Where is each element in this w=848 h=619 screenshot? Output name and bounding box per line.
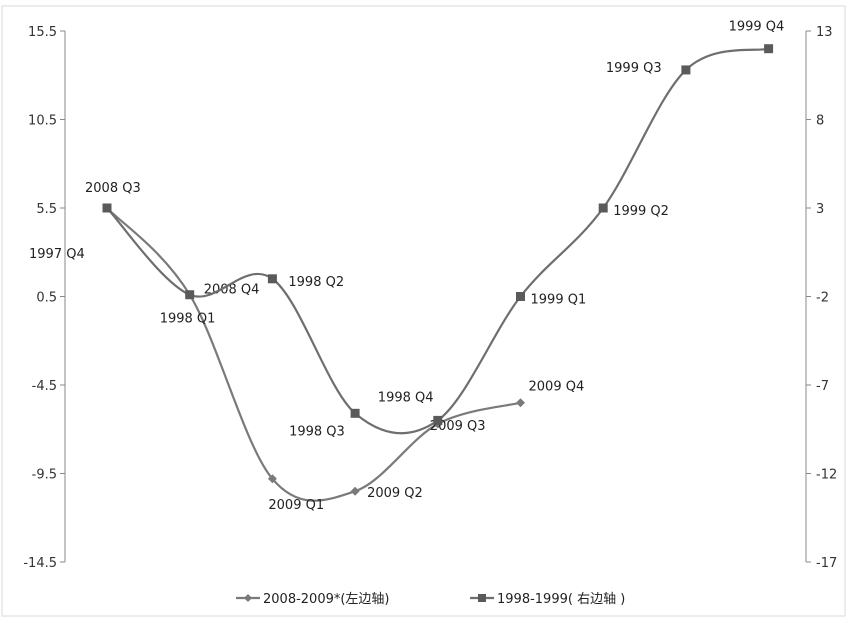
- chart-frame: [1, 5, 846, 617]
- right-tick-label: 13: [816, 25, 833, 40]
- data-label: 1998 Q3: [289, 424, 345, 439]
- data-point-square: [350, 408, 360, 418]
- right-tick-label: 8: [816, 114, 824, 129]
- data-point-diamond: [516, 398, 525, 408]
- data-point-square: [516, 292, 525, 301]
- data-label: 2008 Q3: [85, 181, 141, 196]
- right-tick-label: -17: [816, 556, 837, 571]
- data-label: 1998 Q1: [160, 312, 216, 327]
- right-tick-label: -7: [816, 379, 829, 394]
- data-point-diamond: [267, 474, 277, 484]
- data-point-square: [681, 65, 691, 75]
- right-tick-label: -2: [816, 291, 829, 306]
- legend-marker-diamond: [244, 594, 252, 602]
- data-label: 2009 Q2: [367, 486, 423, 501]
- data-point-square: [433, 415, 443, 425]
- right-tick-label: -12: [816, 468, 837, 483]
- data-label: 2009 Q4: [529, 380, 585, 395]
- data-label: 2008 Q4: [204, 283, 260, 298]
- left-tick-label: 5.5: [36, 202, 57, 217]
- data-point-square: [185, 290, 195, 300]
- legend-marker-square: [478, 594, 486, 602]
- left-tick-label: 15.5: [28, 25, 57, 40]
- data-label: 1999 Q1: [531, 293, 587, 308]
- data-label: 1998 Q4: [378, 390, 434, 405]
- data-label: 1999 Q4: [729, 20, 785, 35]
- legend-label-2: 1998-1999( 右边轴 ): [497, 592, 625, 607]
- legend-label-1: 2008-2009*(左边轴): [263, 592, 390, 607]
- data-point-square: [598, 203, 608, 213]
- left-tick-label: -14.5: [23, 556, 57, 571]
- left-tick-label: -4.5: [32, 379, 57, 394]
- data-label: 1998 Q2: [288, 275, 344, 290]
- series-line-1: [106, 207, 521, 502]
- left-tick-label: 0.5: [36, 291, 57, 306]
- series-line-2: [106, 47, 769, 435]
- data-label: 1999 Q2: [613, 204, 669, 219]
- data-point-square: [102, 203, 112, 213]
- data-label: 2009 Q3: [430, 419, 486, 434]
- data-point-square: [267, 274, 277, 284]
- left-tick-label: -9.5: [32, 468, 57, 483]
- data-label: 2009 Q1: [268, 498, 324, 513]
- right-tick-label: 3: [816, 202, 824, 217]
- data-point-diamond: [350, 486, 360, 496]
- data-point-square: [764, 44, 774, 54]
- data-label: 1997 Q4: [29, 247, 85, 262]
- data-label: 1999 Q3: [606, 61, 662, 76]
- left-tick-label: 10.5: [28, 114, 57, 129]
